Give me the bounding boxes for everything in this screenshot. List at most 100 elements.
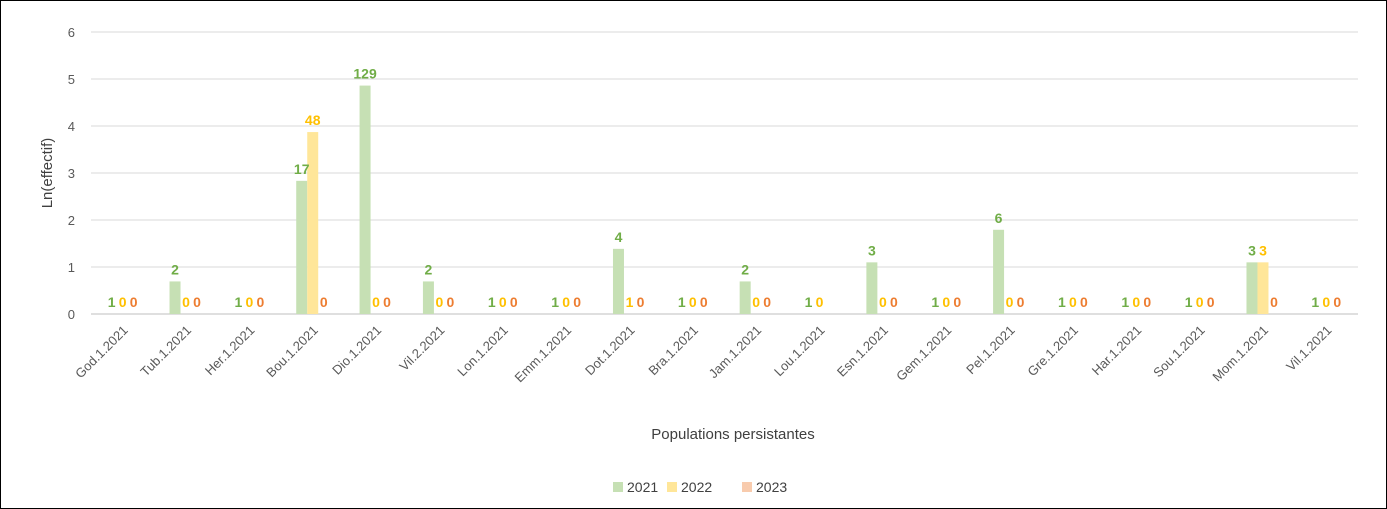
data-label: 1	[108, 294, 116, 310]
data-label: 0	[119, 294, 127, 310]
data-label: 0	[1143, 294, 1151, 310]
y-tick-label: 6	[68, 25, 75, 40]
y-tick-label: 1	[68, 260, 75, 275]
data-label: 1	[678, 294, 686, 310]
data-label: 0	[953, 294, 961, 310]
data-label: 0	[372, 294, 380, 310]
x-tick-label: Vil.2.2021	[396, 323, 447, 374]
bar-2021-Dio.1.2021	[359, 85, 371, 314]
data-label: 1	[551, 294, 559, 310]
x-tick-label: Jam.1.2021	[706, 323, 765, 382]
data-label: 0	[383, 294, 391, 310]
x-tick-label: God.1.2021	[72, 323, 131, 382]
legend-swatch	[667, 482, 677, 492]
data-label: 0	[245, 294, 253, 310]
data-label: 0	[763, 294, 771, 310]
y-axis-title: Ln(effectif)	[39, 138, 56, 209]
data-label: 1	[805, 294, 813, 310]
data-label: 0	[1207, 294, 1215, 310]
legend-swatch	[742, 482, 752, 492]
bar-2021-Tub.1.2021	[169, 281, 181, 314]
x-tick-label: Vil.1.2021	[1283, 323, 1334, 374]
data-label: 0	[1322, 294, 1330, 310]
data-label: 0	[752, 294, 760, 310]
data-label: 129	[353, 66, 377, 82]
data-label: 0	[562, 294, 570, 310]
data-label: 0	[700, 294, 708, 310]
data-label: 0	[436, 294, 444, 310]
data-label: 1	[488, 294, 496, 310]
x-axis-ticks: God.1.2021 Tub.1.2021 Her.1.2021 Bou.1.2021…	[72, 323, 1334, 386]
data-label: 0	[499, 294, 507, 310]
data-label: 0	[942, 294, 950, 310]
data-label: 0	[1132, 294, 1140, 310]
data-label: 0	[320, 294, 328, 310]
data-label: 2	[171, 261, 179, 277]
data-label: 1	[1185, 294, 1193, 310]
data-label: 0	[879, 294, 887, 310]
data-label: 0	[1006, 294, 1014, 310]
legend-entry: 2021	[627, 479, 658, 495]
y-tick-label: 3	[68, 166, 75, 181]
x-tick-label: Har.1.2021	[1089, 323, 1145, 379]
data-label: 0	[1080, 294, 1088, 310]
data-label: 2	[425, 261, 433, 277]
data-label: 0	[816, 294, 824, 310]
y-tick-label: 2	[68, 213, 75, 228]
x-tick-label: Dio.1.2021	[329, 323, 384, 378]
data-label: 3	[868, 242, 876, 258]
x-tick-label: Dot.1.2021	[582, 323, 638, 379]
data-label: 0	[1270, 294, 1278, 310]
bar-2021-Dot.1.2021	[612, 248, 624, 314]
data-label: 0	[510, 294, 518, 310]
data-label: 3	[1259, 242, 1267, 258]
data-label: 6	[995, 210, 1003, 226]
legend: 2021 2022 2023	[613, 479, 787, 495]
data-label: 2	[741, 261, 749, 277]
bar-2021-Pel.1.2021	[993, 229, 1005, 314]
x-tick-label: Emm.1.2021	[512, 323, 575, 386]
x-tick-label: Her.1.2021	[202, 323, 258, 379]
data-label: 1	[1058, 294, 1066, 310]
x-tick-label: Pel.1.2021	[963, 323, 1018, 378]
y-tick-label: 0	[68, 307, 75, 322]
data-label: 4	[615, 229, 623, 245]
x-tick-label: Sou.1.2021	[1150, 323, 1208, 381]
legend-entry: 2022	[681, 479, 712, 495]
y-axis-ticks: 0 1 2 3 4 5 6	[68, 25, 75, 322]
x-tick-label: Lon.1.2021	[454, 323, 511, 380]
data-label: 0	[1017, 294, 1025, 310]
data-label: 1	[234, 294, 242, 310]
data-label: 0	[256, 294, 264, 310]
x-tick-label: Bou.1.2021	[263, 323, 321, 381]
bar-2022-Bou.1.2021	[307, 132, 319, 314]
bar-2021-Esn.1.2021	[866, 262, 878, 314]
data-label: 0	[193, 294, 201, 310]
y-tick-label: 5	[68, 72, 75, 87]
x-tick-label: Gre.1.2021	[1024, 323, 1081, 380]
gridlines	[91, 31, 1358, 315]
data-label: 1	[931, 294, 939, 310]
data-label: 1	[1311, 294, 1319, 310]
x-tick-label: Lou.1.2021	[771, 323, 828, 380]
x-tick-label: Tub.1.2021	[137, 323, 194, 380]
bar-2021-Jam.1.2021	[739, 281, 751, 314]
x-tick-label: Gem.1.2021	[893, 323, 954, 384]
data-label: 0	[689, 294, 697, 310]
bar-2021-Vil.2.2021	[422, 281, 434, 314]
legend-swatch	[613, 482, 623, 492]
bar-2021-Bou.1.2021	[296, 180, 308, 314]
bars	[169, 85, 1269, 314]
data-label: 48	[305, 112, 321, 128]
data-label: 0	[182, 294, 190, 310]
bar-2022-Mom.1.2021	[1257, 262, 1269, 314]
y-tick-label: 4	[68, 119, 75, 134]
data-label: 1	[1121, 294, 1129, 310]
data-label: 0	[637, 294, 645, 310]
data-label: 3	[1248, 242, 1256, 258]
x-tick-label: Esn.1.2021	[834, 323, 891, 380]
data-label: 0	[447, 294, 455, 310]
